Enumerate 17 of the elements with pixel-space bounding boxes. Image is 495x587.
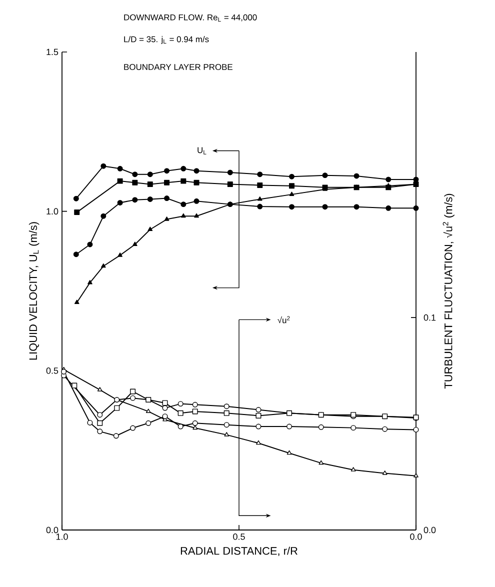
x-axis-title: RADIAL DISTANCE, r/R (180, 546, 298, 556)
x-tick-label: 0.5 (233, 534, 245, 540)
y-tick-label: 1.5 (46, 48, 58, 56)
annotation: √u$^{2}$ (278, 316, 290, 324)
y-tick-label: 0.5 (46, 367, 58, 374)
y-axis-title: LIQUID VELOCITY, U$_{L}$ (m/s) (28, 222, 40, 360)
annotation: BOUNDARY LAYER PROBE (124, 64, 232, 70)
x-tick-label: 1.0 (56, 534, 68, 540)
x-tick-label: 0.0 (410, 534, 422, 540)
y-tick-label: 1.0 (46, 208, 58, 215)
chart-title: DOWNWARD FLOW. Re$_{L}$ = 44,000 (124, 14, 257, 22)
y2-axis-title: TURBULENT FLUCTUATION, √u$^{2}$ (m/s) (442, 194, 454, 389)
y2-tick-label: 0.1 (424, 314, 436, 321)
y-tick-label: 0.0 (46, 526, 58, 534)
chart-subtitle: L/D = 35. j$_{L}$ = 0.94 m/s (124, 36, 209, 44)
y2-tick-label: 0.0 (424, 526, 436, 534)
annotation: U$_{L}$ (198, 147, 206, 154)
